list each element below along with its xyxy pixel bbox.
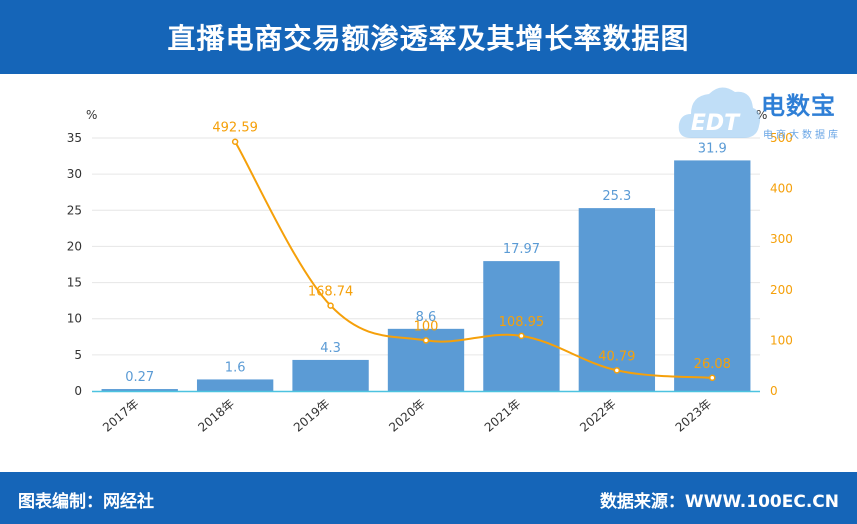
y-right-unit: % <box>756 108 767 122</box>
footer-credit: 图表编制：网经社 <box>18 492 154 512</box>
logo: EDT 电数宝 电商大数据库 <box>677 80 852 150</box>
line-point <box>422 337 430 344</box>
y-left-tick-label: 20 <box>67 239 82 253</box>
bar-value-label: 4.3 <box>320 341 341 356</box>
y-left-tick-label: 25 <box>67 203 82 217</box>
line-point <box>613 367 621 374</box>
page-title: 直播电商交易额渗透率及其增长率数据图 <box>167 22 690 55</box>
bar <box>674 160 751 391</box>
chart: 0 5 10 15 20 25 30 35% 0 100 200 300 400 500% 0.27 1.6 4… <box>67 108 793 435</box>
y-left-unit: % <box>86 108 97 122</box>
line-value-label: 26.08 <box>694 357 731 372</box>
y-left-tick-label: 5 <box>74 348 82 362</box>
bar-value-label: 8.6 <box>416 310 437 325</box>
bar <box>292 359 369 391</box>
bar <box>578 208 656 391</box>
bar <box>101 389 178 391</box>
line-value-label: 40.79 <box>598 349 635 364</box>
bar <box>196 379 274 391</box>
x-tick-label: 2020年 <box>386 397 428 435</box>
x-tick-label: 2023年 <box>673 397 715 435</box>
logo-subtitle: 电商大数据库 <box>763 130 841 141</box>
y-right-tick-label: 500 <box>770 131 793 145</box>
line-point <box>709 374 716 382</box>
bar-value-label: 17.97 <box>503 242 540 257</box>
logo-brand: 电数宝 <box>761 92 836 120</box>
footer-bar: 图表编制：网经社 数据来源：WWW.100EC.CN <box>0 472 857 524</box>
x-tick-label: 2022年 <box>577 397 619 435</box>
line-value-label: 100 <box>414 319 439 334</box>
bar-value-label: 25.3 <box>602 189 631 204</box>
y-right-tick-label: 400 <box>770 182 793 196</box>
bar <box>483 261 560 391</box>
x-tick-label: 2021年 <box>482 397 524 435</box>
bar-value-label: 31.9 <box>698 141 727 156</box>
y-right-tick-label: 200 <box>770 283 793 297</box>
line-point <box>327 302 334 309</box>
y-left-tick-label: 10 <box>67 312 82 326</box>
x-tick-label: 2017年 <box>100 397 142 435</box>
line-value-label: 492.59 <box>212 121 258 136</box>
line-value-label: 168.74 <box>308 285 354 300</box>
y-left-tick-label: 30 <box>67 167 82 181</box>
line-point <box>518 332 525 340</box>
x-tick-label: 2019年 <box>291 397 333 435</box>
y-left-tick-label: 15 <box>67 276 82 290</box>
bar-value-label: 1.6 <box>225 360 246 375</box>
y-right-tick-label: 300 <box>770 232 793 246</box>
y-right-tick-label: 0 <box>770 384 778 398</box>
logo-mark: EDT <box>691 111 741 136</box>
footer-source: 数据来源：WWW.100EC.CN <box>599 492 839 512</box>
header-bar: 直播电商交易额渗透率及其增长率数据图 <box>0 0 857 74</box>
cloud-logo-icon: EDT <box>678 87 761 138</box>
x-tick-label: 2018年 <box>195 397 237 435</box>
bar-value-label: 0.27 <box>125 370 154 385</box>
y-left-tick-label: 0 <box>74 384 82 398</box>
y-left-tick-label: 35 <box>67 131 82 145</box>
line-value-label: 108.95 <box>499 315 545 330</box>
y-right-tick-label: 100 <box>770 333 793 347</box>
line-point <box>231 138 239 145</box>
